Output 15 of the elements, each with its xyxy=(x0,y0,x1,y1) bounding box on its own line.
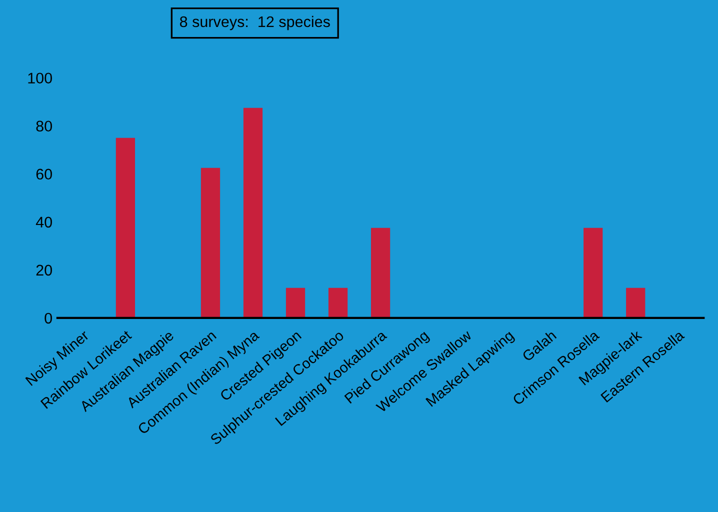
bar xyxy=(328,288,348,318)
y-tick-label: 100 xyxy=(28,72,52,84)
y-tick-label: 60 xyxy=(36,168,52,180)
chart-title: 8 surveys: 12 species xyxy=(180,16,330,30)
y-tick-label: 80 xyxy=(36,120,52,132)
y-tick-label: 40 xyxy=(36,216,52,228)
bar xyxy=(584,228,603,318)
y-tick-label: 20 xyxy=(36,264,52,276)
bar xyxy=(200,168,220,318)
bar xyxy=(116,138,136,318)
bar xyxy=(243,108,263,318)
bar xyxy=(626,288,646,318)
bar xyxy=(286,288,306,318)
bar xyxy=(370,228,390,318)
y-tick-label: 0 xyxy=(44,312,52,324)
